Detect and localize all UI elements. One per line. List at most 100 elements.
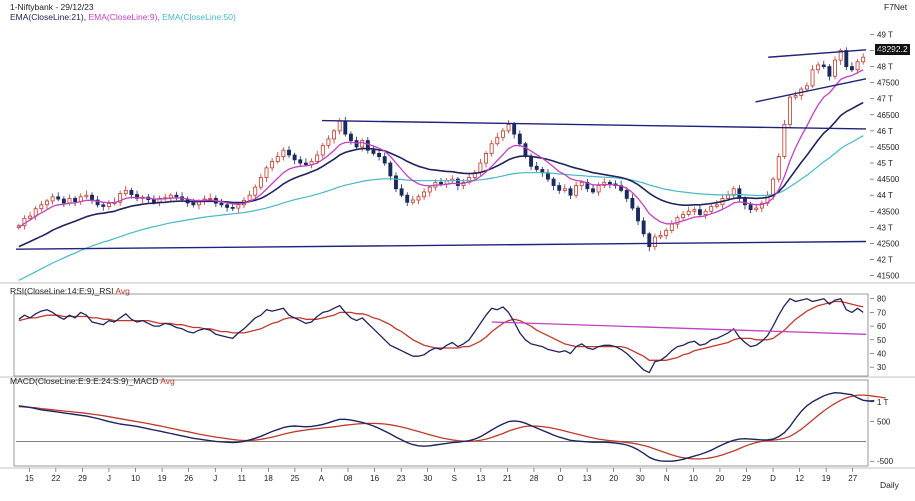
candle-body [574, 185, 579, 196]
x-tick-label: 19 [158, 474, 167, 483]
rsi-title-text: RSI(CloseLine:14:E:9)_RSI [10, 286, 114, 296]
ema9-line [18, 69, 864, 228]
x-tick-label: 15 [25, 474, 34, 483]
candle-body [382, 156, 387, 164]
candle-body [45, 200, 49, 206]
candle-body [73, 198, 78, 203]
candle-body [225, 204, 230, 208]
x-tick-label: 30 [423, 474, 432, 483]
trendline-wedge-bottom [755, 78, 867, 103]
candle-body [281, 149, 286, 158]
x-tick-label: 21 [503, 474, 512, 483]
candle-body [61, 198, 66, 204]
candle-body [833, 59, 837, 77]
candle-body [500, 130, 505, 138]
candle-body [129, 189, 134, 195]
candle-body [782, 124, 787, 158]
price-tick-label: 44500 [877, 175, 900, 184]
candle-body [298, 159, 303, 164]
macd-tick-label: 1 T [877, 398, 889, 407]
x-tick-label: 20 [609, 474, 618, 483]
rsi-tick-label: 70 [877, 308, 886, 317]
price-tick-label: 45 T [877, 159, 893, 168]
candle-body [551, 178, 556, 186]
candle-body [315, 154, 320, 162]
candle-body [410, 199, 415, 203]
x-tick-label: N [664, 474, 670, 483]
rsi-avg-label: Avg [115, 286, 130, 296]
ema50-line [18, 135, 864, 281]
candle-body [726, 194, 731, 199]
candle-body [303, 162, 308, 166]
macd-avg-line [18, 394, 886, 460]
candle-body [686, 210, 691, 215]
candle-body [748, 204, 753, 211]
candle-body [855, 61, 860, 71]
price-tick-label: 43500 [877, 207, 900, 216]
x-tick-label: 23 [397, 474, 406, 483]
x-tick-label: 13 [583, 474, 592, 483]
candle-body [681, 214, 686, 219]
candle-body [731, 188, 736, 196]
candle-body [703, 210, 708, 215]
candle-body [191, 202, 196, 206]
price-tick-label: 47 T [877, 95, 893, 104]
x-tick-label: J [213, 474, 217, 483]
rsi-panel-frame [13, 293, 869, 377]
price-tick-label: 42500 [877, 239, 900, 248]
candle-body [230, 207, 235, 209]
x-tick-label: S [452, 474, 457, 483]
candle-body [478, 162, 483, 174]
candle-body [810, 69, 815, 87]
candle-body [287, 149, 291, 156]
candle-body [236, 204, 241, 209]
candle-body [427, 186, 432, 193]
candle-body [591, 188, 595, 193]
x-tick-label: 11 [238, 474, 247, 483]
candle-body [253, 186, 258, 196]
candle-body [270, 161, 275, 169]
price-tick-label: 44 T [877, 191, 893, 200]
trendline-lower-channel [15, 240, 867, 250]
candle-body [168, 194, 173, 199]
candle-body [208, 198, 213, 200]
candle-body [534, 165, 539, 170]
candle-body [377, 152, 382, 158]
x-tick-label: 12 [795, 474, 804, 483]
x-tick-label: 10 [131, 474, 140, 483]
x-tick-label: O [557, 474, 563, 483]
candle-body [101, 204, 106, 207]
candle-body [219, 202, 224, 206]
candle-body [174, 194, 179, 198]
candle-body [95, 199, 100, 206]
candle-body [861, 56, 866, 63]
x-tick-label: 29 [742, 474, 751, 483]
candle-body [754, 207, 759, 211]
candle-body [675, 217, 680, 225]
candle-body [506, 124, 511, 132]
candle-body [624, 189, 629, 199]
candle-body [320, 144, 325, 156]
candle-body [67, 198, 72, 204]
candle-body [50, 196, 55, 202]
source-label: F7Net [884, 2, 908, 12]
rsi-tick-label: 50 [877, 336, 886, 345]
candle-body [455, 178, 460, 186]
candle-body [151, 199, 156, 203]
candle-body [28, 215, 33, 219]
candle-body [512, 124, 517, 135]
candle-body [388, 162, 393, 177]
candle-body [365, 140, 370, 151]
x-tick-label: J [107, 474, 111, 483]
candle-body [123, 189, 128, 194]
macd-line [18, 392, 875, 462]
candle-body [697, 209, 702, 215]
price-tick-label: 42 T [877, 255, 893, 264]
x-tick-label: 25 [290, 474, 299, 483]
candle-body [641, 220, 646, 235]
candle-body [84, 194, 89, 198]
candle-body [743, 198, 747, 206]
candle-body [118, 193, 123, 203]
candle-body [652, 236, 657, 248]
candle-body [360, 140, 365, 148]
